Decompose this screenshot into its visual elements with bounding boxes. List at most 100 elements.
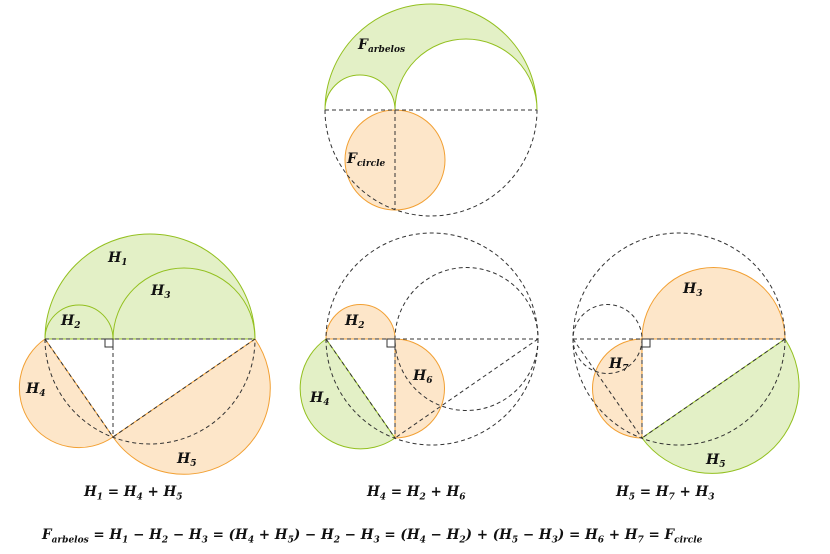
equation-term: H [406,527,420,543]
equation-operator: − [339,527,361,543]
equation-operator: + [604,527,625,543]
equation-subscript: 3 [551,535,558,546]
equation-operator: ) + ( [465,527,500,543]
equation-subscript: 6 [597,535,605,546]
equation-term: H [84,484,97,500]
equation-subscript: 5 [511,535,519,546]
label-h5: H5 [176,451,197,469]
dashed-chord [44,338,114,438]
dashed-chord [641,338,786,439]
right-figure [572,232,800,474]
equation-term: F [42,527,52,543]
equation-operator: = ( [379,527,407,543]
h5-region [641,338,800,474]
h4-region [18,338,114,449]
equation-operator: + [254,527,275,543]
equation-subscript: arbelos [51,535,89,546]
label-h1: H1 [107,250,128,268]
equation-term: H [360,527,374,543]
right-angle-marker [104,338,114,348]
equation-subscript: 4 [247,535,255,546]
equation-term: H [624,527,638,543]
equation-subscript: 1 [122,535,129,546]
h2-region [325,304,396,340]
label-f-arbelos: Farbelos [357,37,405,55]
equation-term: H [149,527,162,543]
equation-operator: = [386,484,407,500]
equation-operator: = [635,484,656,500]
equation-subscript: 3 [201,535,208,546]
middle-figure [299,232,539,450]
equation-subscript: 3 [373,535,380,546]
h1-region [44,233,256,340]
equation-operator: ) = [557,527,585,543]
equation-term: H [109,527,123,543]
equation-operator: = [88,527,110,543]
h2-arc [44,304,114,340]
dashed-chord [394,338,539,439]
equation-operator: + [674,484,696,500]
left-figure [18,233,271,475]
equation-operator: − [425,527,447,543]
equation-term: H [655,484,669,500]
equation-term: H [499,527,512,543]
equation-subscript: 4 [379,492,387,503]
equation-term: H [446,527,460,543]
equation-left: H1 = H4 + H5 [84,484,183,503]
equation-term: H [188,527,202,543]
equation-subscript: 5 [287,535,294,546]
h4-region [299,338,396,450]
dashed-lower-circle [44,338,256,445]
top-figure [324,3,538,217]
equation-operator: + [142,484,164,500]
equation-term: H [274,527,288,543]
equation-term: H [235,527,248,543]
equation-subscript: 7 [668,492,675,503]
equation-subscript: 4 [419,535,426,546]
equation-operator: = [103,484,124,500]
dashed-chord [112,338,256,438]
equation-operator: + [425,484,447,500]
equation-operator: ) − [293,527,321,543]
label-h2: H2 [344,313,365,331]
dashed-chord [572,338,643,439]
equation-operator: = ( [207,527,236,543]
equation-subscript: 4 [136,492,143,503]
h7-region [592,338,643,439]
label-h4: H4 [25,381,46,399]
equation-term: H [123,484,137,500]
equation-subscript: 2 [161,535,169,546]
label-f-circle: Fcircle [346,151,385,169]
label-h7: H7 [608,356,629,374]
equation-middle: H4 = H2 + H6 [367,484,466,503]
equation-operator: = [643,527,665,543]
equation-term: H [616,484,629,500]
label-h4: H4 [309,390,330,408]
equation-subscript: 2 [459,535,466,546]
equation-term: F [664,527,675,543]
equation-subscript: 2 [419,492,426,503]
arbelos-region [324,3,538,111]
right-angle-marker [641,338,651,348]
label-h3: H3 [150,283,171,301]
label-h6: H6 [412,368,433,386]
equation-term: H [406,484,420,500]
equation-term: H [446,484,460,500]
equation-subscript: 3 [708,492,715,503]
equation-subscript: 5 [628,492,636,503]
equation-right: H5 = H7 + H3 [616,484,715,503]
h6-region [394,338,445,439]
equation-subscript: 1 [96,492,104,503]
h5-region [112,338,271,475]
right-angle-marker [386,338,396,348]
dashed-chord [325,338,396,439]
equation-operator: − [128,527,150,543]
equation-subscript: 5 [176,492,183,503]
equation-term: H [320,527,334,543]
equation-subscript: circle [674,535,703,546]
equation-operator: − [168,527,189,543]
h3-arc [112,267,256,340]
equation-subscript: 2 [333,535,340,546]
